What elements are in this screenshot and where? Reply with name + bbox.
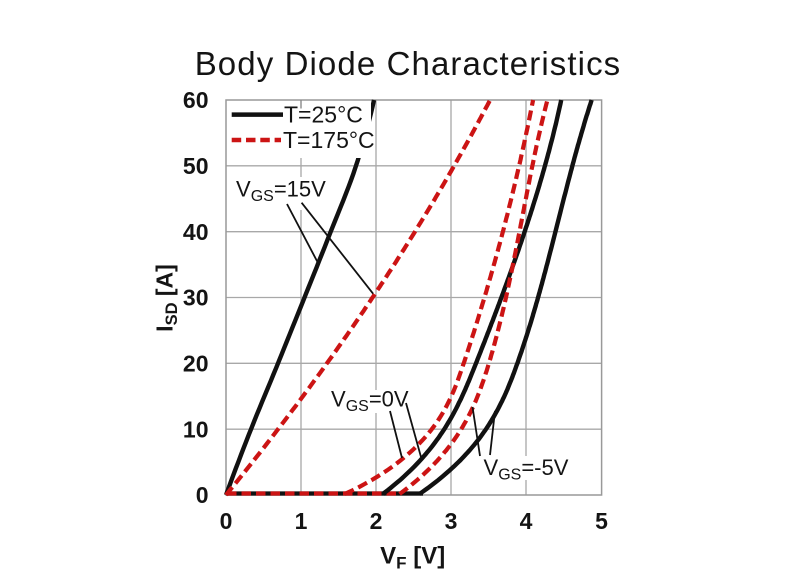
svg-text:VGS=0V: VGS=0V [331, 387, 409, 416]
svg-text:T=175°C: T=175°C [283, 127, 375, 153]
svg-text:VGS=15V: VGS=15V [236, 177, 326, 206]
svg-text:2: 2 [370, 508, 383, 534]
svg-text:Body Diode Characteristics: Body Diode Characteristics [195, 45, 622, 82]
svg-text:4: 4 [520, 508, 533, 534]
svg-text:VGS=-5V: VGS=-5V [484, 455, 569, 484]
svg-text:30: 30 [183, 285, 209, 311]
svg-text:T=25°C: T=25°C [284, 102, 363, 128]
svg-text:3: 3 [445, 508, 458, 534]
svg-text:20: 20 [183, 351, 209, 377]
svg-text:10: 10 [183, 416, 209, 442]
svg-text:50: 50 [183, 153, 209, 179]
svg-text:VF [V]: VF [V] [380, 543, 445, 573]
svg-text:1: 1 [295, 508, 308, 534]
svg-text:5: 5 [595, 508, 608, 534]
svg-text:40: 40 [183, 219, 209, 245]
svg-text:0: 0 [196, 482, 209, 508]
svg-text:60: 60 [183, 87, 209, 113]
svg-text:0: 0 [220, 508, 233, 534]
